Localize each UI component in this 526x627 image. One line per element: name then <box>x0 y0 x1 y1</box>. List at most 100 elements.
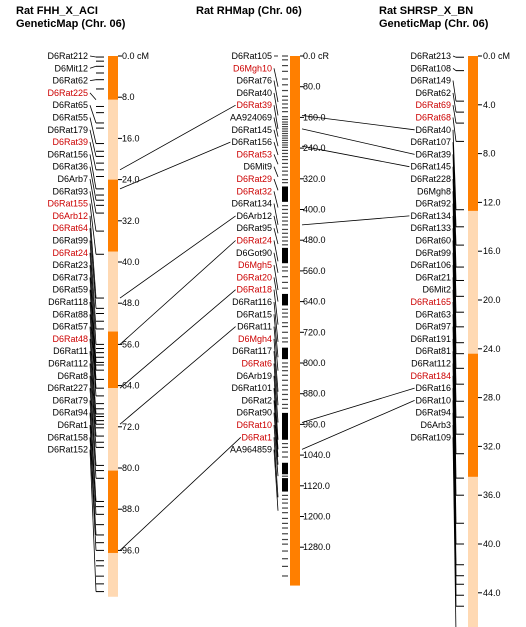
marker-label: D6Rat1 <box>57 420 88 430</box>
map-shrsp-subtitle: GeneticMap (Chr. 06) <box>379 18 489 30</box>
marker-leader <box>273 388 279 450</box>
axis-tick-label: 160.0 <box>303 112 326 122</box>
axis-tick-label: 64.0 <box>122 381 140 391</box>
marker-label: D6Rat108 <box>410 63 451 73</box>
marker-label: D6Rat99 <box>52 236 88 246</box>
chromosome-band <box>468 476 478 627</box>
connector-line <box>119 104 236 171</box>
marker-leader <box>89 363 97 448</box>
axis-tick-label: 20.0 <box>483 295 501 305</box>
marker-leader <box>273 178 279 191</box>
marker-label: D6Arb7 <box>57 174 88 184</box>
marker-leader <box>452 117 457 142</box>
marker-label: D6Arb3 <box>420 420 451 430</box>
marker-leader <box>89 65 97 69</box>
marker-label: D6Rat76 <box>236 76 272 86</box>
map-shrsp-title: Rat SHRSP_X_BN <box>379 5 473 17</box>
marker-leader <box>273 129 279 147</box>
marker-leader <box>273 141 279 156</box>
marker-label: D6Rat145 <box>410 162 451 172</box>
marker-label: D6Rat156 <box>47 149 88 159</box>
marker-label: D6Rat134 <box>410 211 451 221</box>
axis-tick-label: 1200.0 <box>303 512 331 522</box>
marker-label: D6Rat2 <box>241 395 272 405</box>
marker-label: AA924069 <box>230 113 272 123</box>
marker-leader <box>89 277 97 371</box>
chromosome-band <box>468 56 478 211</box>
marker-label: D6Rat24 <box>236 236 272 246</box>
marker-label: D6Rat191 <box>410 334 451 344</box>
axis-tick-label: 480.0 <box>303 235 326 245</box>
chromosome-band <box>468 353 478 477</box>
marker-leader <box>89 105 97 124</box>
axis-tick-label: 36.0 <box>483 490 501 500</box>
marker-label: D6Rat179 <box>47 125 88 135</box>
rh-block <box>282 462 288 475</box>
axis-tick-label: 80.0 <box>122 463 140 473</box>
marker-label: D6Rat106 <box>410 260 451 270</box>
marker-leader <box>89 117 97 144</box>
marker-label: D6Rat88 <box>52 309 88 319</box>
marker-label: D6Rat40 <box>236 88 272 98</box>
marker-leader <box>452 437 457 627</box>
axis-tick-label: 32.0 <box>122 216 140 226</box>
marker-leader <box>273 215 279 234</box>
axis-tick-label: 400.0 <box>303 205 326 215</box>
marker-label: D6Rat11 <box>237 322 272 332</box>
marker-label: D6Rat63 <box>415 309 451 319</box>
connector-line <box>301 387 415 423</box>
marker-leader <box>273 80 279 103</box>
marker-label: D6Rat118 <box>48 297 88 307</box>
axis-tick-label: 28.0 <box>483 393 501 403</box>
axis-tick-label: 240.0 <box>303 143 326 153</box>
marker-leader <box>89 388 97 479</box>
axis-tick-label: 56.0 <box>122 339 140 349</box>
marker-label: D6Rat94 <box>415 408 451 418</box>
marker-label: D6Rat64 <box>52 223 88 233</box>
marker-label: D6Rat149 <box>410 76 451 86</box>
marker-leader <box>273 252 279 273</box>
marker-label: D6Rat227 <box>47 383 88 393</box>
marker-label: D6Rat225 <box>47 88 88 98</box>
marker-leader <box>89 166 97 201</box>
axis-tick-label: 1280.0 <box>303 542 331 552</box>
marker-label: D6Rat32 <box>236 186 272 196</box>
marker-leader <box>273 117 279 137</box>
marker-label: D6Rat134 <box>231 199 272 209</box>
connector-line <box>301 145 410 168</box>
marker-leader <box>273 277 279 302</box>
marker-leader <box>89 265 97 363</box>
connector-line <box>301 400 415 450</box>
marker-label: D6Rat57 <box>52 322 88 332</box>
marker-label: D6Rat99 <box>415 248 451 258</box>
chromosome-band <box>108 552 118 597</box>
marker-label: D6Rat62 <box>52 76 88 86</box>
axis-tick-label: 40.0 <box>483 539 501 549</box>
marker-leader <box>89 154 97 189</box>
marker-label: D6Rat69 <box>415 100 451 110</box>
marker-leader <box>89 215 97 299</box>
chromosome-band <box>108 388 118 471</box>
marker-label: D6Rat112 <box>48 359 88 369</box>
marker-label: D6Rat90 <box>236 408 272 418</box>
marker-label: D6Rat228 <box>410 174 451 184</box>
marker-label: D6Arb12 <box>236 211 272 221</box>
marker-label: D6Rat29 <box>236 174 272 184</box>
axis-tick-label: 800.0 <box>303 358 326 368</box>
axis-tick-label: 720.0 <box>303 327 326 337</box>
marker-label: D6Rat1 <box>241 432 272 442</box>
marker-leader <box>273 412 279 465</box>
marker-leader <box>273 228 279 245</box>
marker-label: D6Rat156 <box>231 137 272 147</box>
marker-leader <box>89 351 97 437</box>
axis-tick-label: 0.0 cM <box>483 51 510 61</box>
marker-leader <box>89 191 97 232</box>
marker-label: D6Rat112 <box>411 359 451 369</box>
marker-leader <box>273 240 279 262</box>
marker-leader <box>452 129 457 210</box>
axis-tick-label: 96.0 <box>122 545 140 555</box>
map-rh-title: Rat RHMap (Chr. 06) <box>196 5 302 17</box>
map-fhh: Rat FHH_X_ACI GeneticMap (Chr. 06) 0.0 c… <box>16 5 149 597</box>
marker-label: D6Rat92 <box>415 199 451 209</box>
marker-label: D6Rat60 <box>415 236 451 246</box>
